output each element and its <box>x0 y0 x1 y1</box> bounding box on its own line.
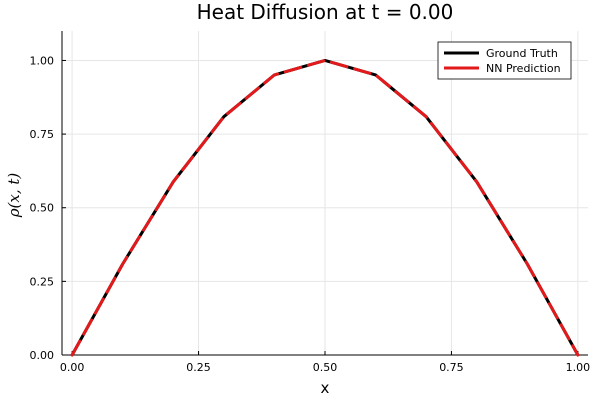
y-tick-label: 1.00 <box>30 54 55 67</box>
y-tick-label: 0.00 <box>30 349 55 362</box>
x-axis-label: x <box>321 379 330 397</box>
x-tick-label: 1.00 <box>566 361 591 374</box>
legend: Ground Truth NN Prediction <box>437 41 572 80</box>
x-tick-label: 0.00 <box>60 361 85 374</box>
legend-box <box>437 41 572 80</box>
chart-title: Heat Diffusion at t = 0.00 <box>197 0 454 24</box>
y-tick-label: 0.75 <box>30 128 55 141</box>
series-line-nn-prediction <box>70 58 580 357</box>
ticks: 0.00 0.25 0.50 0.75 1.00 0.00 0.25 0.50 0.75 1.00 <box>30 54 591 374</box>
y-tick-label: 0.25 <box>30 275 55 288</box>
x-tick-label: 0.75 <box>439 361 464 374</box>
x-tick-label: 0.50 <box>313 361 338 374</box>
x-tick-label: 0.25 <box>186 361 211 374</box>
legend-label-nn-prediction: NN Prediction <box>486 62 561 75</box>
legend-label-ground-truth: Ground Truth <box>486 47 558 60</box>
series <box>70 58 580 357</box>
y-tick-label: 0.50 <box>30 202 55 215</box>
y-axis-label: ρ(x, t) <box>5 173 23 219</box>
